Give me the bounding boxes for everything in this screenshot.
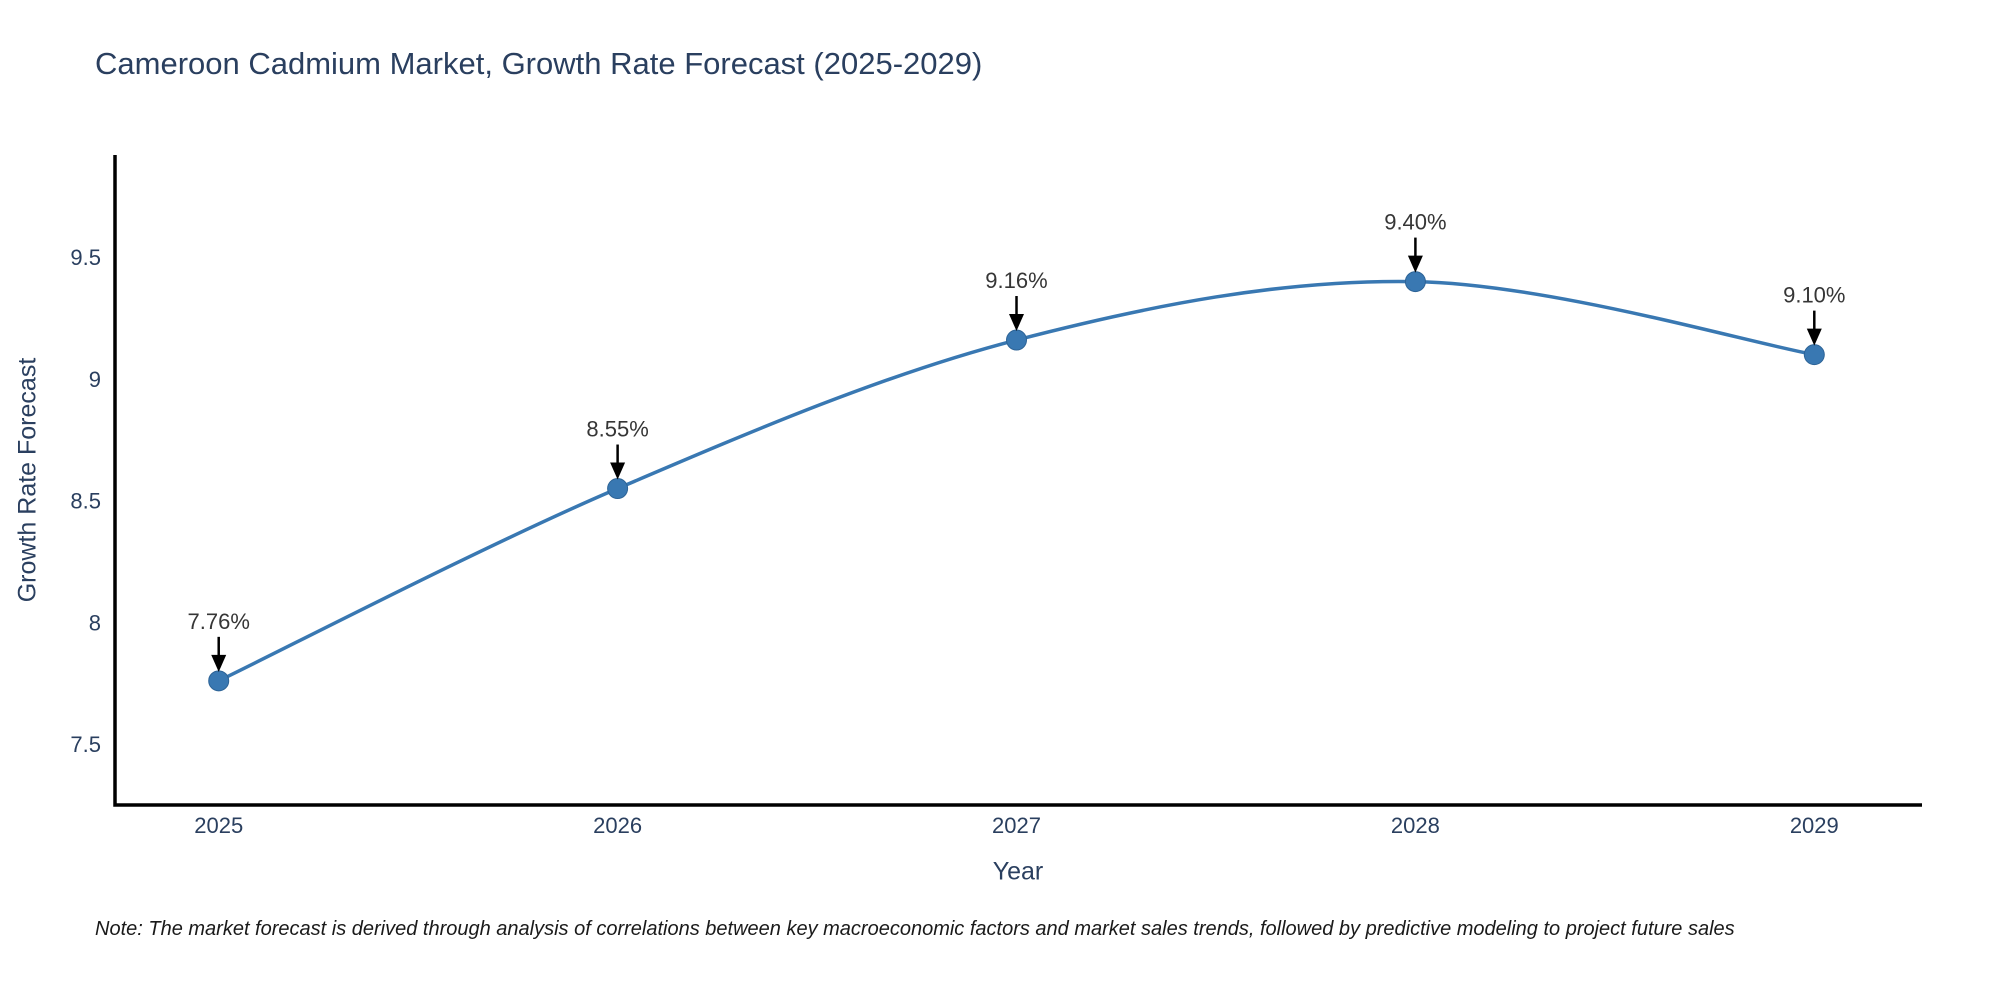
y-tick-label: 9.5	[70, 245, 101, 270]
data-point-marker	[607, 478, 629, 500]
annotation-arrowhead	[1009, 314, 1025, 332]
x-tick-label: 2026	[593, 813, 642, 838]
data-point-marker	[208, 670, 230, 692]
y-tick-label: 8.5	[70, 489, 101, 514]
annotation-arrowhead	[1806, 328, 1822, 346]
x-tick-label: 2025	[194, 813, 243, 838]
point-annotation: 8.55%	[586, 417, 648, 442]
point-annotation: 9.16%	[985, 268, 1047, 293]
data-point-marker	[1006, 329, 1028, 351]
footnote: Note: The market forecast is derived thr…	[95, 918, 1735, 940]
axis-lines	[113, 155, 1922, 807]
point-annotation: 9.40%	[1384, 210, 1446, 235]
chart-title: Cameroon Cadmium Market, Growth Rate For…	[95, 46, 983, 81]
data-point-marker	[1803, 344, 1825, 366]
point-annotation: 7.76%	[188, 609, 250, 634]
annotation-arrowhead	[610, 462, 626, 480]
data-point-marker	[1404, 271, 1426, 293]
point-annotation: 9.10%	[1783, 283, 1845, 308]
x-tick-label: 2027	[992, 813, 1041, 838]
x-tick-label: 2029	[1790, 813, 1839, 838]
y-tick-label: 8	[89, 610, 101, 635]
annotation-arrowhead	[211, 654, 227, 672]
x-axis-title: Year	[992, 857, 1044, 886]
y-tick-label: 9	[89, 367, 101, 392]
annotation-arrowhead	[1407, 255, 1423, 273]
x-tick-label: 2028	[1391, 813, 1440, 838]
y-tick-label: 7.5	[70, 732, 101, 757]
